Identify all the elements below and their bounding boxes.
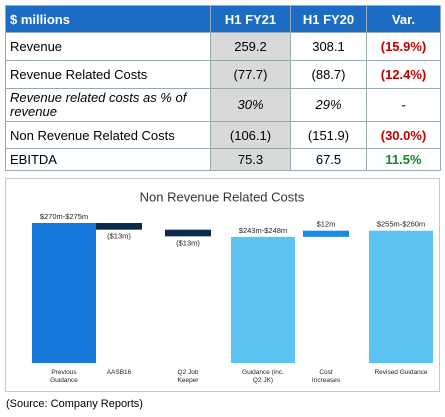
value-label: ($13m) [107,232,131,241]
category-label: Cost Increases [311,369,341,384]
header-cell: H1 FY21 [210,5,291,33]
category-label: Previous Guidance [50,369,78,384]
bar [32,223,96,363]
table-row: EBITDA 75.3 67.5 11.5% [5,148,441,171]
bar [165,229,211,237]
chart-title: Non Revenue Related Costs [140,189,305,204]
table-cell: 11.5% [366,148,441,171]
bar [231,236,295,363]
bar [369,230,433,363]
table-row: Revenue 259.2 308.1 (15.9%) [5,32,441,61]
table-row: Revenue related costs as % of revenue 30%… [5,88,441,122]
table-cell: (12.4%) [366,60,441,89]
results-table: $ millions H1 FY21 H1 FY20 Var. Revenue 259.… [5,5,441,171]
table-cell: Non Revenue Related Costs [5,121,211,149]
value-label: $255m-$260m [377,220,425,229]
table-cell: 30% [210,88,291,122]
table-cell: Revenue [5,32,211,61]
table-cell: (88.7) [290,60,367,89]
category-label: Q2 Job Keeper [177,369,199,384]
table-row: Non Revenue Related Costs (106.1) (151.9)(… [5,121,441,149]
header-cell: H1 FY20 [290,5,367,33]
value-label: $270m-$275m [40,212,88,221]
table-cell: 259.2 [210,32,291,61]
table-row: Revenue Related Costs (77.7) (88.7) (12.4%) [5,60,441,89]
value-label: $243m-$248m [239,226,287,235]
table-cell: 67.5 [290,148,367,171]
value-label: ($13m) [176,238,200,247]
table-cell: Revenue Related Costs [5,60,211,89]
header-cell: $ millions [5,5,211,33]
table-cell: (151.9) [290,121,367,149]
value-label: $12m [317,220,336,229]
header-cell: Var. [366,5,441,33]
chart-frame: Non Revenue Related Costs $270m-$275m ($1… [5,178,440,392]
category-label: AASB16 [106,369,132,376]
source-note: (Source: Company Reports) [6,398,143,410]
table-cell: 75.3 [210,148,291,171]
table-cell: (15.9%) [366,32,441,61]
table-cell: 29% [290,88,367,122]
table-cell: EBITDA [5,148,211,171]
table-cell: (106.1) [210,121,291,149]
table-cell: Revenue related costs as % of revenue [5,88,211,122]
table-cell: (30.0%) [366,121,441,149]
bar [96,223,142,230]
header-row: $ millions H1 FY21 H1 FY20 Var. [5,5,441,33]
chart: Non Revenue Related Costs $270m-$275m ($1… [32,189,433,363]
table-cell: - [366,88,441,122]
table-cell: 308.1 [290,32,367,61]
bar [303,230,349,237]
category-label: Revised Guidance [374,369,428,376]
category-label: Guidance (inc. Q2 JK) [242,369,284,384]
table-cell: (77.7) [210,60,291,89]
